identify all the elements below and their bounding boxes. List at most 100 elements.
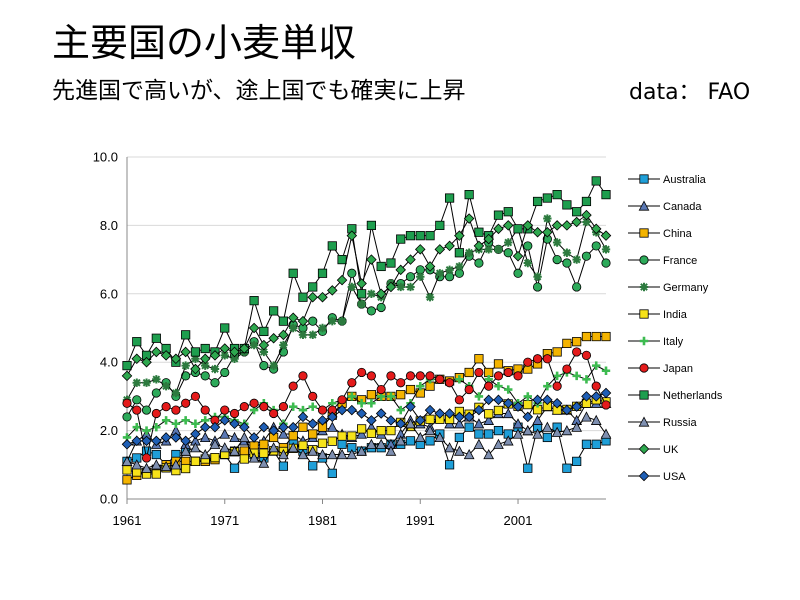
data-point-japan: [503, 367, 513, 378]
data-point-germany: [191, 354, 200, 363]
data-point-germany: [367, 289, 376, 298]
data-point-netherlands: [337, 254, 347, 265]
y-tick-label: 6.0: [100, 286, 118, 301]
data-point-india: [493, 405, 504, 416]
data-point-japan: [122, 398, 132, 408]
data-point-uk: [180, 346, 191, 358]
data-point-netherlands: [425, 231, 435, 241]
data-point-japan: [454, 395, 464, 405]
data-point-usa: [356, 408, 367, 419]
data-point-australia: [581, 439, 592, 449]
data-point-australia: [591, 439, 601, 449]
data-point-uk: [502, 220, 514, 231]
data-point-usa: [346, 404, 358, 416]
data-point-netherlands: [503, 207, 513, 217]
data-point-italy: [455, 375, 464, 384]
data-point-germany: [523, 258, 532, 268]
data-point-france: [200, 371, 210, 381]
data-point-usa: [424, 404, 436, 416]
data-point-uk: [268, 332, 279, 344]
data-point-russia: [385, 445, 397, 456]
data-point-china: [396, 390, 406, 400]
data-point-japan: [239, 402, 249, 412]
data-point-china: [562, 338, 572, 348]
data-point-japan: [405, 371, 416, 381]
data-point-italy: [582, 375, 591, 384]
data-point-china: [493, 359, 504, 369]
data-point-netherlands: [464, 190, 474, 200]
data-point-japan: [562, 364, 572, 374]
data-point-germany: [288, 323, 298, 333]
data-point-japan: [415, 371, 425, 381]
data-point-china: [298, 422, 308, 432]
y-tick-label: 2.0: [100, 423, 118, 438]
data-point-japan: [376, 384, 386, 395]
data-point-russia: [229, 445, 240, 456]
data-point-italy: [572, 371, 581, 381]
data-point-uk: [209, 350, 221, 361]
data-point-japan: [220, 405, 230, 415]
data-point-netherlands: [435, 220, 445, 230]
data-point-usa: [121, 439, 133, 450]
page-subtitle: 先進国で高いが、途上国でも確実に上昇: [52, 78, 466, 104]
data-point-italy: [601, 366, 611, 375]
data-point-uk: [346, 230, 358, 241]
data-point-italy: [181, 416, 190, 425]
data-point-japan: [308, 391, 318, 401]
legend-label-germany: Germany: [663, 282, 709, 294]
data-point-india: [259, 448, 269, 458]
data-point-usa: [141, 435, 152, 447]
data-point-india: [357, 424, 367, 434]
data-point-russia: [405, 418, 416, 429]
data-point-japan: [601, 400, 611, 410]
data-point-japan: [366, 371, 376, 381]
data-point-france: [572, 282, 582, 292]
data-point-italy: [161, 416, 171, 425]
data-point-usa: [170, 432, 182, 443]
data-point-usa: [512, 401, 524, 412]
legend-marker-usa: [638, 470, 650, 482]
data-point-uk: [131, 353, 143, 365]
legend-label-china: China: [663, 228, 693, 240]
data-point-italy: [504, 385, 513, 394]
data-point-uk: [160, 350, 172, 361]
data-point-uk: [190, 363, 201, 375]
data-point-australia: [425, 436, 435, 446]
legend-item-italy: Italy: [628, 336, 684, 348]
data-point-russia: [532, 428, 543, 439]
data-point-france: [503, 248, 513, 258]
data-point-germany: [504, 238, 513, 247]
data-point-russia: [581, 411, 592, 422]
data-point-germany: [572, 255, 581, 264]
data-point-japan: [347, 378, 357, 388]
data-point-china: [601, 331, 611, 342]
data-point-france: [366, 306, 376, 316]
data-point-netherlands: [552, 190, 562, 200]
legend-marker-netherlands: [639, 390, 649, 400]
data-point-russia: [268, 442, 279, 453]
data-point-uk: [297, 315, 309, 327]
data-point-germany: [298, 330, 308, 340]
data-point-france: [376, 302, 386, 313]
data-point-uk: [121, 370, 133, 382]
data-point-uk: [434, 244, 446, 255]
data-point-italy: [367, 399, 376, 408]
data-point-uk: [219, 343, 231, 354]
data-point-usa: [151, 435, 162, 447]
data-point-uk: [395, 264, 406, 276]
data-point-japan: [190, 391, 201, 401]
data-point-india: [151, 469, 161, 479]
data-point-france: [523, 241, 533, 251]
data-point-netherlands: [190, 347, 201, 357]
data-point-japan: [444, 378, 455, 388]
data-point-usa: [317, 415, 328, 426]
data-point-india: [523, 400, 533, 410]
data-point-russia: [434, 431, 446, 443]
data-point-usa: [131, 435, 143, 447]
data-point-france: [151, 388, 161, 398]
data-point-italy: [592, 361, 601, 370]
data-point-japan: [542, 354, 552, 364]
data-point-germany: [142, 378, 151, 387]
data-point-france: [581, 251, 592, 261]
data-point-netherlands: [542, 193, 552, 203]
